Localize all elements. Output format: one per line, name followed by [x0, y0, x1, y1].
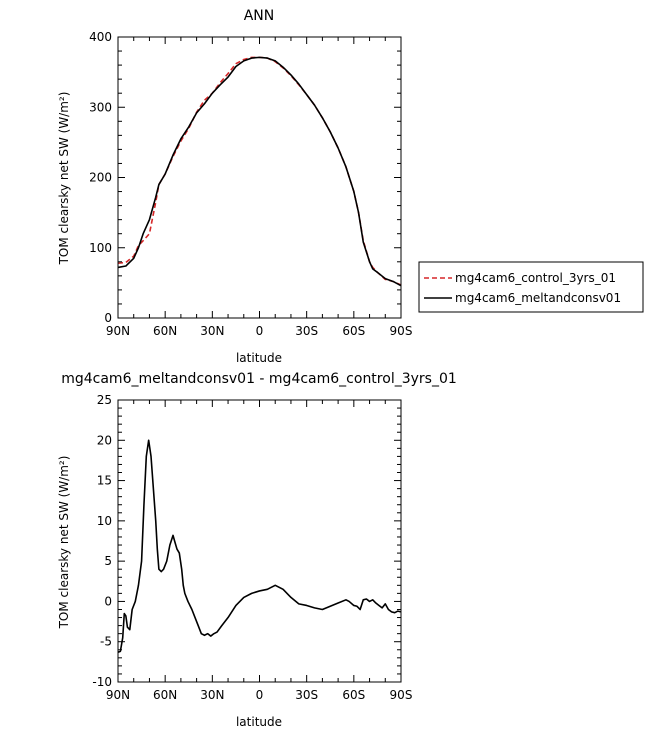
bottom-y-tick-label: -10 — [92, 675, 112, 689]
top-x-axis-title: latitude — [236, 351, 282, 365]
bottom-chart-title: mg4cam6_meltandconsv01 - mg4cam6_control… — [61, 371, 457, 387]
top-y-tick-label: 200 — [89, 171, 112, 185]
top-x-tick-label: 60N — [153, 324, 177, 338]
legend-label-control: mg4cam6_control_3yrs_01 — [455, 271, 616, 285]
top-y-tick-label: 300 — [89, 100, 112, 114]
bottom-y-tick-label: 10 — [97, 514, 112, 528]
top-panel: ANN TOM clearsky net SW (W/m²) latitude … — [57, 8, 412, 365]
bottom-y-tick-label: -5 — [100, 635, 112, 649]
bottom-x-tick-label: 60S — [342, 688, 365, 702]
top-x-tick-label: 30S — [295, 324, 318, 338]
top-y-axis-title: TOM clearsky net SW (W/m²) — [57, 92, 71, 266]
top-x-tick-label: 90N — [106, 324, 130, 338]
bottom-x-tick-label: 0 — [256, 688, 264, 702]
top-plot-frame — [117, 36, 402, 319]
legend-box — [418, 261, 644, 313]
bottom-x-tick-label: 60N — [153, 688, 177, 702]
top-x-tick-label: 0 — [256, 324, 264, 338]
top-x-tick-label: 30N — [200, 324, 224, 338]
top-series-line-1 — [117, 56, 402, 287]
legend: mg4cam6_control_3yrs_01 mg4cam6_meltandc… — [418, 261, 644, 313]
bottom-y-tick-label: 20 — [97, 433, 112, 447]
legend-label-melt: mg4cam6_meltandconsv01 — [455, 291, 621, 305]
top-y-tick-label: 100 — [89, 241, 112, 255]
bottom-y-tick-label: 15 — [97, 474, 112, 488]
bottom-x-tick-label: 90N — [106, 688, 130, 702]
bottom-x-tick-label: 30S — [295, 688, 318, 702]
top-series-line-0 — [117, 56, 402, 286]
bottom-y-tick-label: 0 — [104, 594, 112, 608]
bottom-x-tick-label: 30N — [200, 688, 224, 702]
top-x-tick-label: 90S — [390, 324, 413, 338]
bottom-y-axis-title: TOM clearsky net SW (W/m²) — [57, 456, 71, 630]
bottom-x-axis-title: latitude — [236, 715, 282, 729]
bottom-y-tick-label: 5 — [104, 554, 112, 568]
top-x-tick-label: 60S — [342, 324, 365, 338]
bottom-series-line-0 — [117, 439, 402, 653]
top-y-tick-label: 400 — [89, 30, 112, 44]
bottom-y-tick-label: 25 — [97, 393, 112, 407]
bottom-panel: mg4cam6_meltandconsv01 - mg4cam6_control… — [57, 371, 457, 729]
top-y-tick-label: 0 — [104, 311, 112, 325]
top-chart-title: ANN — [244, 8, 275, 24]
bottom-x-tick-label: 90S — [390, 688, 413, 702]
bottom-plot-frame — [117, 399, 402, 683]
